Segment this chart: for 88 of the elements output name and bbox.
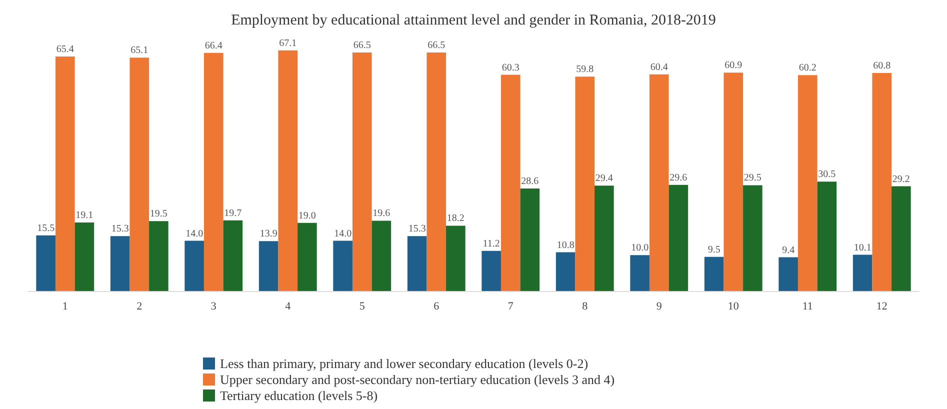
data-label: 10.8: [556, 240, 574, 251]
data-label: 14.0: [334, 228, 352, 240]
bar: [110, 236, 130, 291]
data-label: 15.5: [37, 222, 55, 234]
bar: [298, 222, 317, 291]
x-tick-label: 5: [359, 300, 366, 312]
legend-label: Upper secondary and post-secondary non-tertiary education (levels 3 and 4): [220, 372, 615, 387]
bar: [149, 221, 168, 291]
data-label: 29.2: [892, 174, 910, 185]
data-label: 10.1: [854, 242, 872, 254]
bar: [352, 52, 372, 291]
data-label: 19.7: [224, 208, 242, 219]
bar: [630, 255, 650, 291]
data-label: 66.4: [204, 40, 222, 52]
bar: [482, 250, 501, 291]
chart-title: Employment by educational attainment level and gender in Romania, 2018-2019: [231, 12, 716, 28]
bar: [204, 52, 224, 291]
bar: [817, 182, 837, 291]
bar: [446, 226, 466, 291]
data-label: 29.6: [670, 172, 688, 184]
data-label: 19.5: [150, 208, 168, 220]
data-label: 65.1: [130, 45, 148, 56]
bar: [852, 254, 872, 291]
data-label: 30.5: [818, 169, 836, 180]
legend-label: Tertiary education (levels 5-8): [220, 388, 378, 403]
data-label: 66.5: [428, 40, 446, 52]
bar: [704, 256, 724, 291]
data-label: 67.1: [279, 38, 297, 49]
data-label: 19.1: [76, 210, 94, 222]
bar: [798, 75, 818, 291]
data-label: 15.3: [111, 224, 129, 235]
bar: [407, 236, 427, 291]
x-tick-label: 1: [62, 300, 68, 312]
bar: [668, 184, 688, 291]
data-label: 66.5: [353, 40, 371, 52]
bar: [258, 241, 278, 291]
x-tick-label: 8: [582, 300, 588, 312]
bar: [184, 240, 204, 291]
bar: [724, 72, 744, 291]
data-label: 60.8: [873, 60, 891, 72]
data-label: 19.0: [298, 210, 316, 222]
bar: [333, 240, 352, 291]
bar: [556, 252, 576, 291]
bar: [892, 186, 911, 291]
data-label: 10.0: [631, 242, 649, 254]
bar: [778, 257, 798, 291]
data-label: 29.5: [744, 172, 762, 184]
data-label: 11.2: [482, 238, 500, 250]
data-label: 65.4: [56, 44, 74, 55]
x-tick-label: 6: [434, 300, 440, 312]
bar: [594, 186, 614, 291]
bar: [500, 74, 520, 291]
bar: [278, 50, 298, 291]
data-label: 60.4: [650, 62, 668, 73]
data-label: 60.2: [798, 62, 816, 74]
data-label: 28.6: [521, 176, 539, 187]
x-tick-label: 4: [285, 300, 292, 312]
data-label: 59.8: [576, 64, 594, 76]
bar: [372, 220, 392, 291]
x-tick-label: 7: [508, 300, 514, 312]
legend-label: Less than primary, primary and lower secondary education (levels 0-2): [220, 356, 588, 371]
data-label: 60.3: [502, 62, 520, 74]
data-label: 9.5: [708, 244, 720, 256]
data-label: 60.9: [724, 60, 742, 72]
bar: [55, 56, 75, 291]
data-label: 18.2: [446, 213, 464, 224]
bar: [36, 235, 56, 291]
bar: [743, 185, 762, 291]
bar: [575, 76, 595, 291]
data-label: 29.4: [595, 173, 613, 184]
x-tick-label: 2: [136, 300, 142, 312]
bar: [872, 72, 892, 291]
bar: [130, 58, 150, 291]
data-label: 13.9: [260, 228, 278, 240]
bar: [223, 220, 243, 291]
x-tick-label: 9: [656, 300, 662, 312]
x-tick-label: 12: [876, 300, 888, 312]
data-label: 9.4: [782, 244, 795, 256]
bar: [426, 52, 446, 291]
bar: [520, 188, 540, 291]
x-tick-label: 10: [728, 300, 740, 312]
x-tick-label: 11: [802, 300, 813, 312]
data-label: 15.3: [408, 224, 426, 235]
bar: [649, 74, 669, 291]
x-tick-label: 3: [210, 300, 217, 312]
data-label: 19.6: [372, 208, 390, 220]
bar: [74, 222, 94, 291]
data-label: 14.0: [186, 228, 204, 240]
